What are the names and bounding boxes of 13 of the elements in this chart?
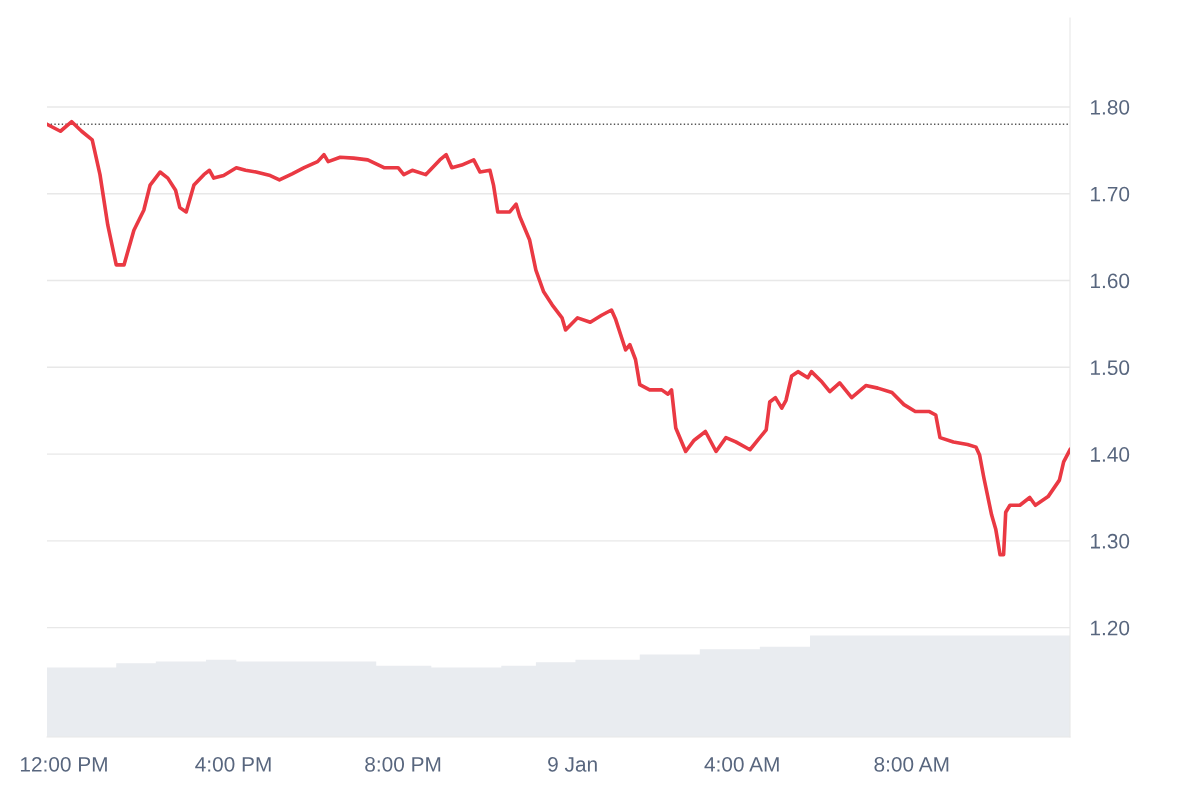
x-tick-label: 4:00 PM	[195, 756, 271, 772]
x-tick-label: 8:00 AM	[874, 756, 949, 772]
y-tick-label: 1.80	[1091, 99, 1130, 115]
x-tick-label: 9 Jan	[548, 756, 597, 772]
x-tick-label: 4:00 AM	[704, 756, 779, 772]
y-tick-label: 1.50	[1091, 360, 1130, 376]
x-tick-label: 12:00 PM	[20, 756, 107, 772]
y-tick-label: 1.70	[1091, 186, 1130, 202]
y-tick-label: 1.30	[1091, 533, 1130, 549]
x-tick-label: 8:00 PM	[365, 756, 441, 772]
y-tick-label: 1.20	[1091, 620, 1130, 636]
y-tick-label: 1.60	[1091, 273, 1130, 289]
y-tick-label: 1.40	[1091, 447, 1130, 462]
